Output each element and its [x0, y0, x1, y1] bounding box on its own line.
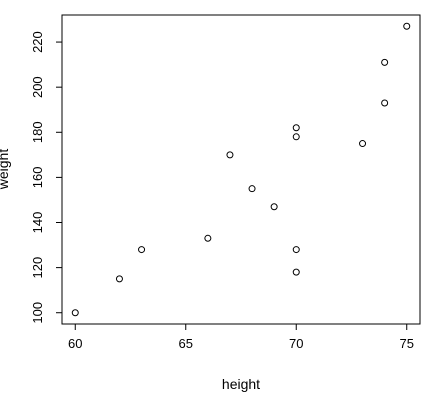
x-tick-label: 65 — [179, 336, 193, 351]
x-tick-label: 75 — [400, 336, 414, 351]
data-point — [138, 246, 146, 254]
data-point — [248, 185, 256, 193]
data-point — [381, 58, 389, 66]
data-point — [115, 275, 123, 283]
y-tick-label: 120 — [30, 257, 45, 279]
data-point — [226, 151, 234, 159]
data-point — [403, 22, 411, 30]
data-point — [359, 140, 367, 148]
data-point — [204, 234, 212, 242]
data-points — [71, 22, 411, 317]
y-tick-label: 160 — [30, 167, 45, 189]
data-point — [292, 246, 300, 254]
y-tick-label: 180 — [30, 121, 45, 143]
data-point — [71, 309, 79, 317]
y-tick-label: 200 — [30, 76, 45, 98]
y-axis: 100 120 140 160 180 200 220 — [30, 31, 63, 324]
data-point — [381, 99, 389, 107]
x-axis-title: height — [222, 376, 260, 392]
y-tick-label: 220 — [30, 31, 45, 53]
x-axis: 60 65 70 75 — [68, 323, 414, 351]
y-axis-title: weight — [0, 149, 11, 191]
data-point — [292, 133, 300, 141]
y-tick-label: 100 — [30, 302, 45, 324]
data-point — [292, 268, 300, 276]
x-tick-label: 70 — [289, 336, 303, 351]
data-point — [292, 124, 300, 132]
y-tick-label: 140 — [30, 212, 45, 234]
plot-frame — [61, 14, 421, 325]
data-point — [270, 203, 278, 211]
x-tick-label: 60 — [68, 336, 82, 351]
